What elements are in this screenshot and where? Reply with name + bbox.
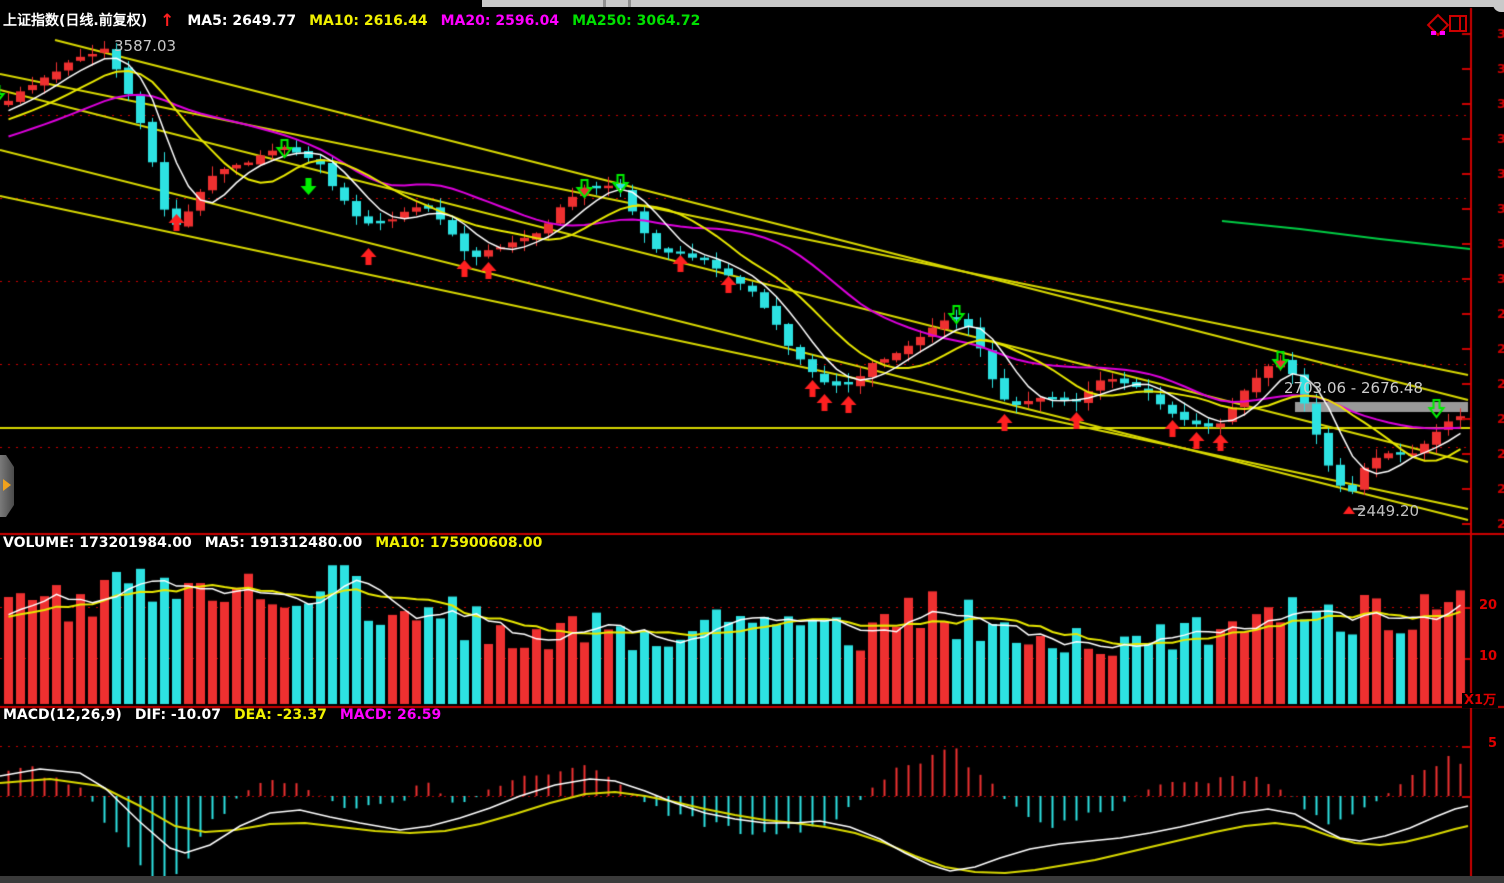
symbol-title: 上证指数(日线.前复权)	[3, 13, 148, 29]
main-chart-header: 上证指数(日线.前复权) ↑ MA5: 2649.77 MA10: 2616.4…	[3, 11, 701, 31]
low-price-label: 2449.20	[1357, 502, 1420, 520]
volume-ma10-value: MA10: 175900608.00	[375, 535, 543, 551]
dea-value: DEA: -23.37	[234, 707, 327, 723]
dif-value: DIF: -10.07	[134, 707, 222, 723]
macd-axis-label-50: 5	[1488, 736, 1498, 751]
volume-header: VOLUME: 173201984.00 MA5: 191312480.00 M…	[3, 536, 542, 550]
macd-value: MACD: 26.59	[339, 707, 442, 723]
trend-up-arrow-icon: ↑	[160, 11, 175, 31]
scrollbar-corner	[1493, 0, 1504, 12]
window-bottom-edge	[0, 876, 1504, 883]
split-window-bar	[1459, 17, 1461, 30]
volume-axis-label-20: 20	[1479, 598, 1498, 613]
scrollbar-seam	[628, 0, 631, 7]
volume-value: VOLUME: 173201984.00	[3, 535, 192, 551]
volume-unit-label: X1万	[1462, 693, 1499, 708]
magenta-dot-icon	[1440, 31, 1445, 35]
ma250-value: MA250: 3064.72	[572, 13, 701, 29]
ma5-value: MA5: 2649.77	[187, 13, 297, 29]
macd-header: MACD(12,26,9) DIF: -10.07 DEA: -23.37 MA…	[3, 708, 441, 722]
magenta-dot-icon	[1431, 31, 1436, 35]
volume-ma5-value: MA5: 191312480.00	[204, 535, 363, 551]
gap-range-label: 2703.06 - 2676.48	[1284, 379, 1424, 397]
ma20-value: MA20: 2596.04	[440, 13, 560, 29]
top-scrollbar[interactable]	[482, 0, 1504, 7]
sidebar-flyout-tab[interactable]	[0, 455, 14, 517]
volume-axis-label-10: 10	[1479, 649, 1498, 664]
split-window-icon[interactable]	[1449, 15, 1467, 32]
flyout-arrow-icon	[3, 479, 11, 491]
high-price-label: 3587.03	[114, 37, 177, 55]
scrollbar-seam	[603, 0, 606, 7]
macd-title: MACD(12,26,9)	[3, 707, 122, 723]
ma10-value: MA10: 2616.44	[309, 13, 428, 29]
